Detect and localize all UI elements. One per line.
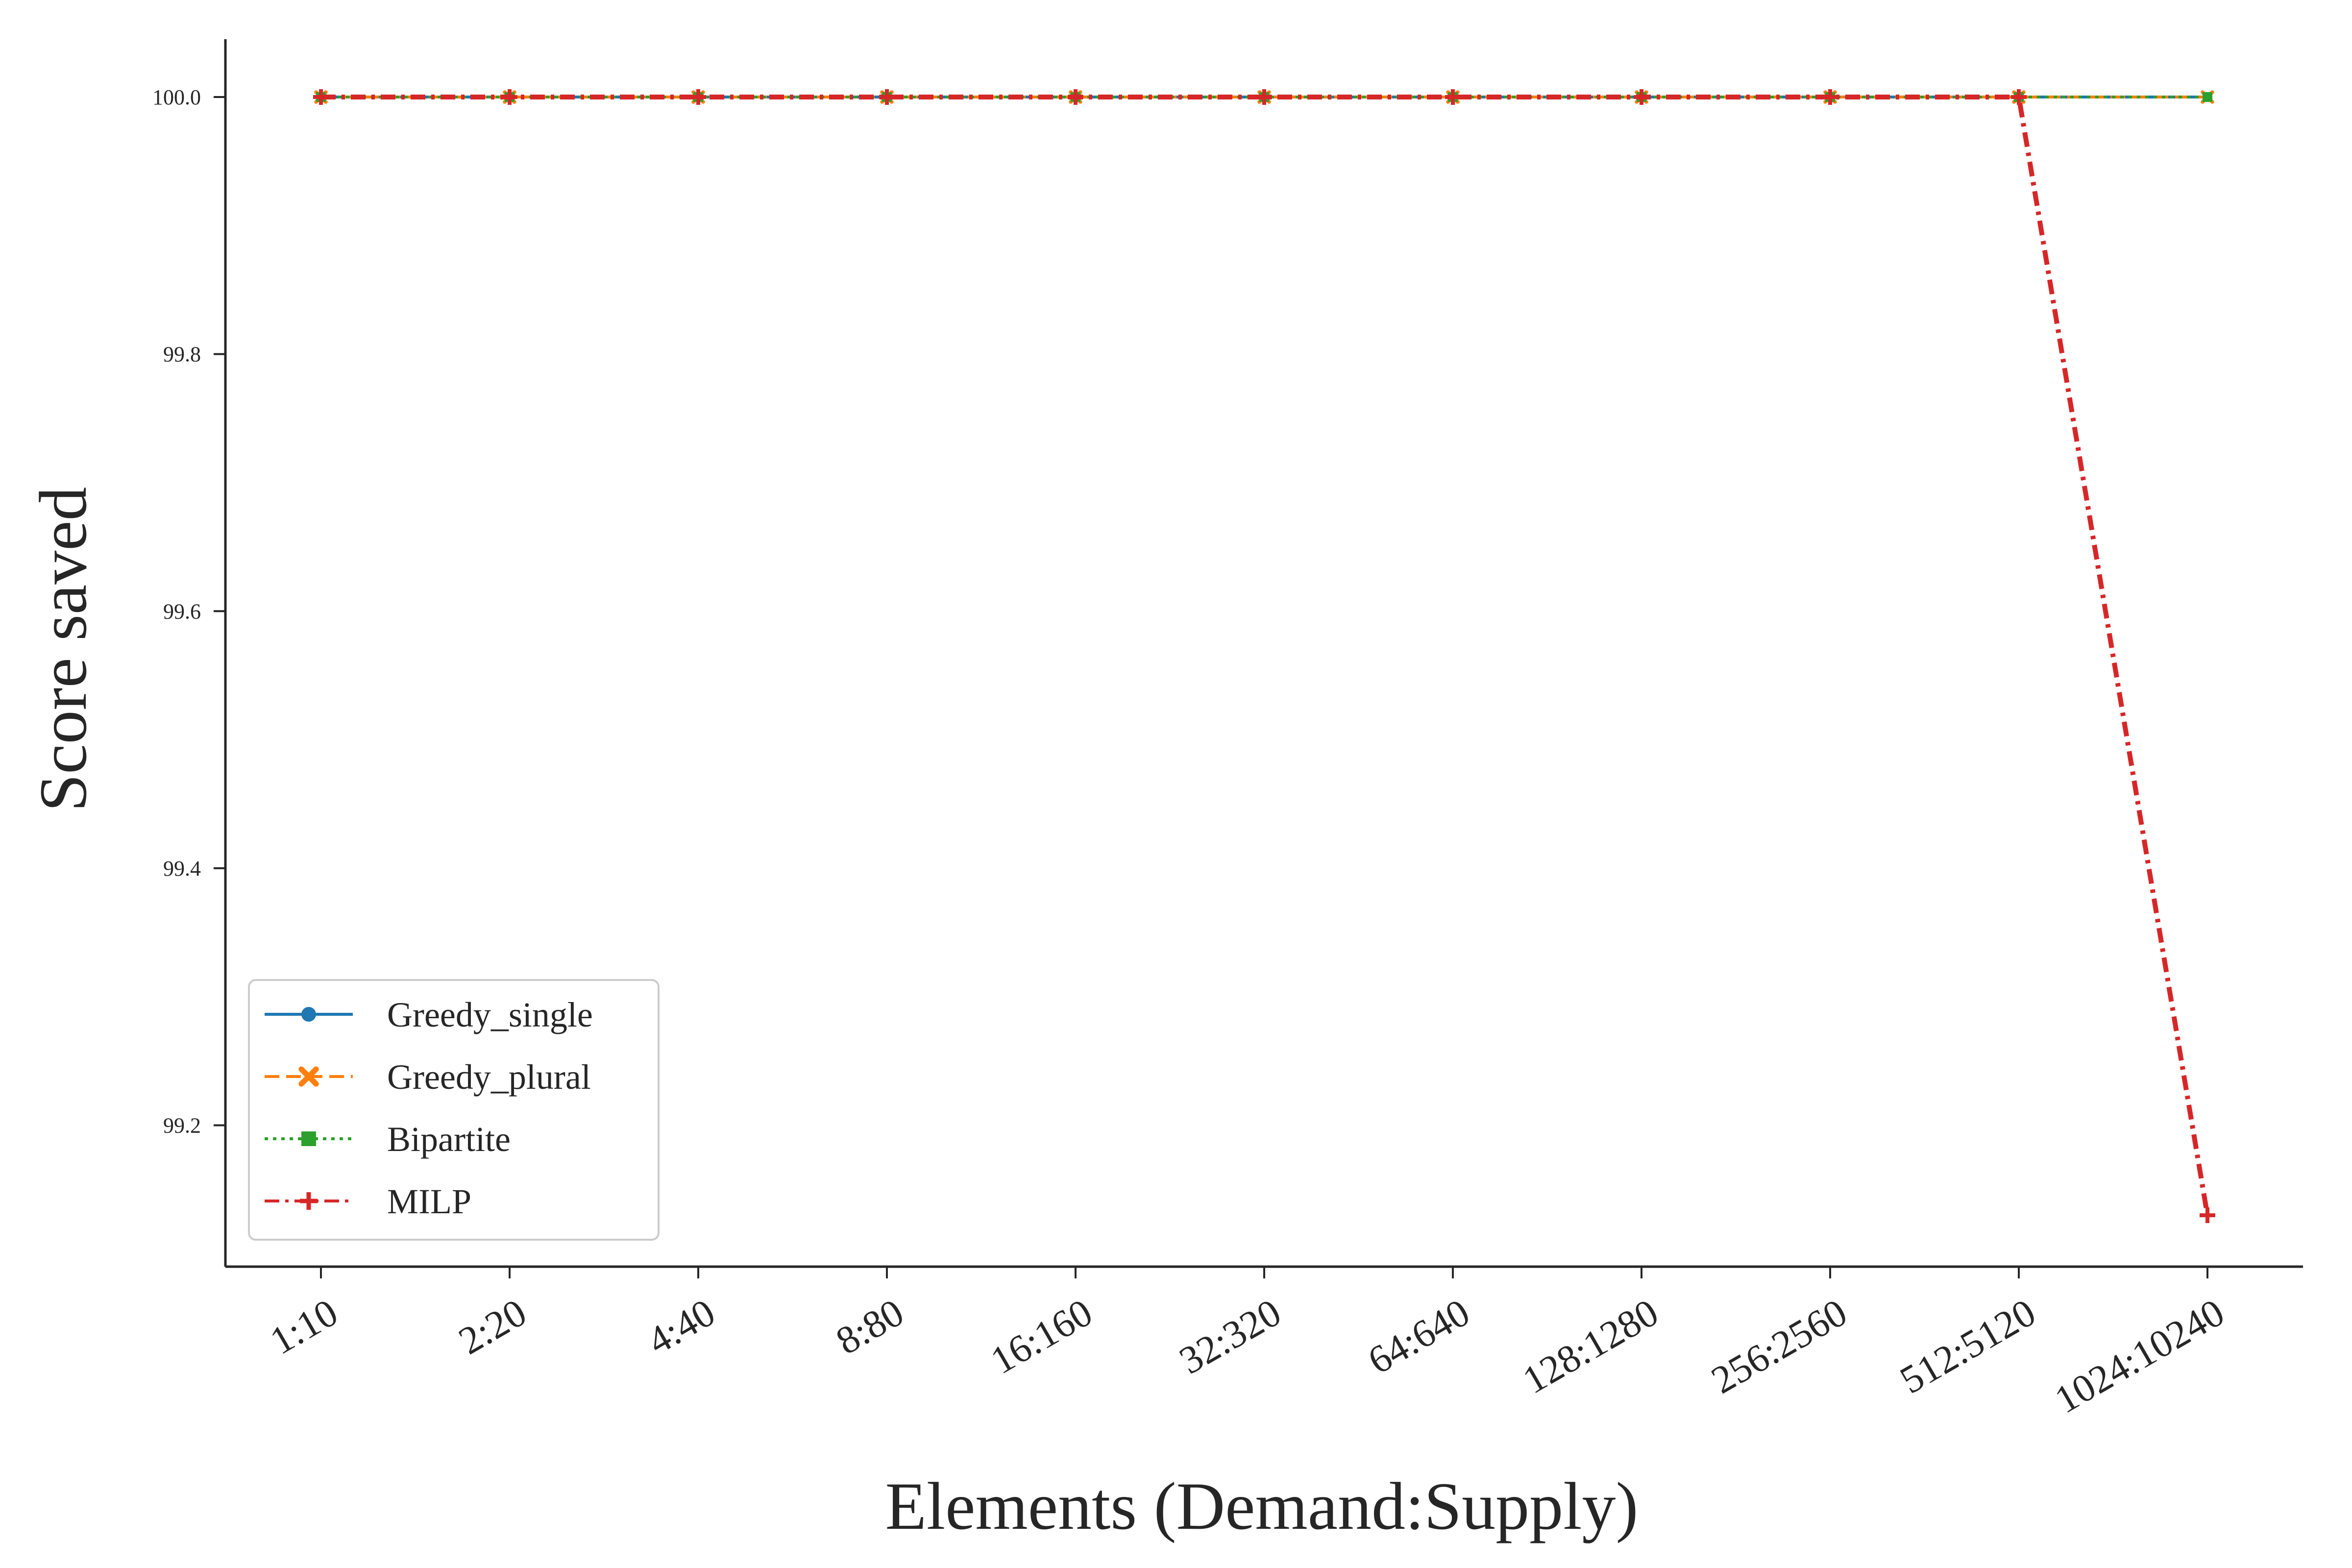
y-axis-title: Score saved: [25, 487, 100, 812]
data-point: [2011, 89, 2027, 105]
y-tick-label: 99.6: [163, 599, 201, 623]
x-axis-title: Elements (Demand:Supply): [885, 1469, 1639, 1544]
x-tick-label: 1:10: [263, 1291, 345, 1363]
x-tick-label: 2:20: [452, 1291, 534, 1363]
legend-label: Greedy_single: [387, 995, 593, 1034]
legend-label: Bipartite: [387, 1120, 511, 1159]
y-tick-label: 99.8: [163, 343, 201, 367]
x-tick-label: 1024:10240: [2048, 1291, 2231, 1421]
data-point: [1068, 89, 1083, 105]
data-point: [502, 89, 517, 105]
legend: Greedy_single Greedy_plural Bipartite MILP: [248, 979, 660, 1241]
legend-entry: Greedy_plural: [265, 1057, 591, 1097]
y-ticks: 99.2 99.4 99.6 99.8 100.0: [152, 85, 225, 1137]
y-tick-label: 99.2: [163, 1113, 201, 1137]
data-point: [301, 1131, 316, 1146]
legend-entry: Bipartite: [265, 1120, 511, 1159]
x-tick-label: 32:320: [1173, 1291, 1288, 1382]
y-tick-label: 100.0: [152, 85, 201, 109]
data-point: [690, 89, 706, 105]
x-tick-label: 256:2560: [1704, 1291, 1854, 1402]
series-milp: [313, 89, 2215, 1224]
data-point: [1822, 89, 1838, 105]
x-tick-label: 4:40: [640, 1291, 722, 1363]
series-layer: [313, 89, 2215, 1224]
x-tick-label: 16:160: [984, 1291, 1100, 1382]
x-tick-label: 512:5120: [1893, 1291, 2043, 1402]
x-tick-label: 128:1280: [1516, 1291, 1666, 1402]
data-point: [1256, 89, 1272, 105]
x-ticks: 1:10 2:20 4:40 8:80 16:160 32:320 64:640 128:12…: [263, 1267, 2231, 1422]
data-point: [300, 1192, 318, 1210]
legend-label: MILP: [387, 1182, 471, 1221]
legend-entry: MILP: [265, 1182, 471, 1221]
x-tick-label: 64:640: [1361, 1291, 1477, 1382]
data-point: [2200, 1207, 2215, 1224]
legend-frame: [248, 979, 660, 1241]
legend-label: Greedy_plural: [387, 1057, 591, 1097]
data-point: [301, 1007, 316, 1022]
data-point: [879, 89, 895, 105]
data-point: [2203, 92, 2212, 102]
data-point: [298, 1066, 319, 1087]
data-point: [1445, 89, 1461, 105]
data-point: [1634, 89, 1649, 105]
data-point: [313, 89, 329, 105]
y-tick-label: 99.4: [163, 857, 201, 881]
x-tick-label: 8:80: [829, 1291, 911, 1363]
legend-entry: Greedy_single: [265, 995, 593, 1034]
